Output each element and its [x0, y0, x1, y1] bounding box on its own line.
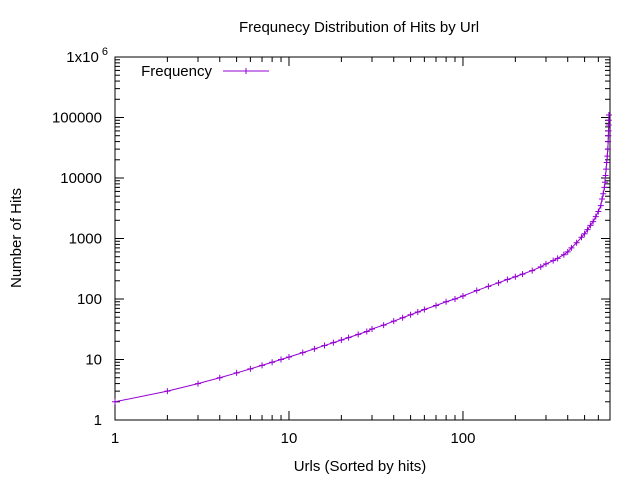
- data-point: [595, 208, 602, 215]
- data-point: [590, 218, 597, 225]
- data-point: [537, 263, 544, 270]
- y-tick-label: 100: [77, 291, 102, 308]
- data-point: [112, 398, 118, 405]
- data-point: [603, 166, 610, 173]
- x-tick-label: 1: [111, 430, 119, 447]
- data-point: [233, 369, 240, 376]
- data-point: [587, 222, 594, 229]
- series-layer: [112, 111, 612, 405]
- data-point: [390, 318, 397, 325]
- data-point: [433, 302, 440, 309]
- data-point: [443, 298, 450, 305]
- data-point: [495, 279, 502, 286]
- data-point: [407, 311, 414, 318]
- data-point: [363, 328, 370, 335]
- data-point: [573, 239, 580, 246]
- data-point: [581, 230, 588, 237]
- data-point: [368, 325, 375, 332]
- legend: Frequency: [141, 63, 269, 80]
- data-point: [601, 179, 608, 186]
- data-point: [216, 374, 223, 381]
- data-point: [584, 226, 591, 233]
- data-point: [414, 308, 421, 315]
- data-point: [529, 267, 536, 274]
- data-point: [603, 159, 610, 166]
- x-axis-label: Urls (Sorted by hits): [294, 458, 427, 475]
- data-point: [512, 273, 519, 280]
- x-tick-label: 10: [281, 430, 298, 447]
- data-point: [604, 146, 611, 153]
- legend-label: Frequency: [141, 63, 212, 80]
- plot-area-border: [114, 56, 611, 421]
- data-point: [330, 339, 337, 346]
- y-tick-label: 1x10 6: [66, 46, 108, 66]
- data-point: [601, 184, 608, 191]
- data-point: [597, 202, 604, 209]
- data-point: [592, 213, 599, 220]
- data-point: [259, 362, 266, 369]
- data-point: [355, 331, 362, 338]
- data-point: [473, 287, 480, 294]
- data-point: [504, 276, 511, 283]
- data-point: [247, 365, 254, 372]
- data-point: [604, 153, 611, 160]
- y-tick-label-superscript: 6: [99, 46, 108, 58]
- data-point: [550, 257, 557, 264]
- data-point: [605, 117, 612, 124]
- data-point: [605, 111, 612, 118]
- data-point: [554, 255, 561, 262]
- y-axis-ticks: 1 10 100 1000 10000 100000 1x10 6: [52, 46, 610, 429]
- data-point: [421, 306, 428, 313]
- data-point: [269, 359, 276, 366]
- data-point: [380, 322, 387, 329]
- data-point: [278, 356, 285, 363]
- data-point: [452, 296, 459, 302]
- y-tick-label: 1000: [69, 231, 102, 248]
- y-tick-label: 1: [94, 412, 102, 429]
- data-point: [600, 190, 607, 197]
- data-point: [338, 337, 345, 344]
- data-point: [285, 353, 292, 360]
- data-point: [602, 172, 609, 179]
- data-point: [519, 271, 526, 278]
- data-point: [311, 345, 318, 352]
- data-point: [578, 234, 585, 241]
- data-point: [459, 293, 466, 300]
- data-point: [542, 260, 549, 267]
- data-point: [299, 349, 306, 356]
- data-point: [485, 283, 492, 290]
- data-point: [399, 314, 406, 321]
- y-axis-label: Number of Hits: [8, 188, 25, 288]
- data-point: [345, 334, 352, 341]
- data-point: [321, 342, 328, 349]
- data-point: [605, 138, 612, 145]
- chart-title: Frequnecy Distribution of Hits by Url: [239, 19, 479, 36]
- data-point: [164, 388, 171, 395]
- y-tick-label: 10000: [60, 170, 102, 187]
- data-point: [195, 380, 202, 387]
- data-point: [599, 195, 606, 202]
- data-point: [564, 248, 571, 255]
- data-point: [560, 251, 567, 258]
- y-tick-label: 10: [85, 352, 102, 369]
- x-tick-label: 100: [450, 430, 475, 447]
- x-axis-ticks: 1 10 100: [111, 57, 611, 447]
- data-point: [605, 127, 612, 134]
- legend-marker: [243, 68, 249, 74]
- series-line: [114, 114, 610, 403]
- data-point: [568, 244, 575, 251]
- y-tick-label: 100000: [52, 110, 102, 127]
